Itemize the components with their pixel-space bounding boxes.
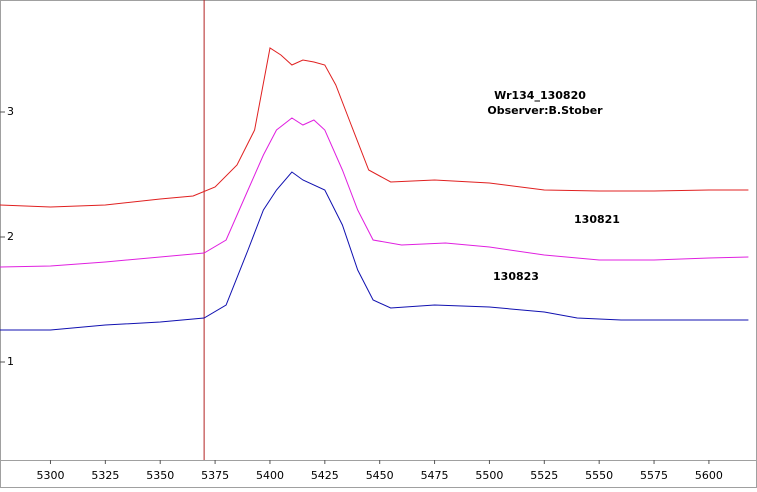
y-tick-label: 3 [7,105,14,118]
series-line [0,171,749,331]
x-tick-label: 5450 [366,469,394,482]
series-label: 130823 [493,270,539,283]
y-tick-label: 1 [7,355,14,368]
x-tick-label: 5350 [146,469,174,482]
y-tick-label: 2 [7,230,14,243]
x-tick-label: 5325 [91,469,119,482]
x-tick-label: 5375 [201,469,229,482]
x-tick-label: 5425 [311,469,339,482]
series-line [0,47,749,208]
x-tick-label: 5400 [256,469,284,482]
chart-subtitle: Observer:B.Stober [487,104,603,117]
chart-title: Wr134_130820 [494,89,586,102]
x-tick-label: 5575 [640,469,668,482]
x-tick-label: 5600 [695,469,723,482]
x-tick-label: 5475 [421,469,449,482]
x-tick-label: 5500 [475,469,503,482]
series-line [0,117,749,268]
series-label: 130821 [574,213,620,226]
x-tick-label: 5300 [36,469,64,482]
x-tick-label: 5550 [585,469,613,482]
x-tick-label: 5525 [530,469,558,482]
